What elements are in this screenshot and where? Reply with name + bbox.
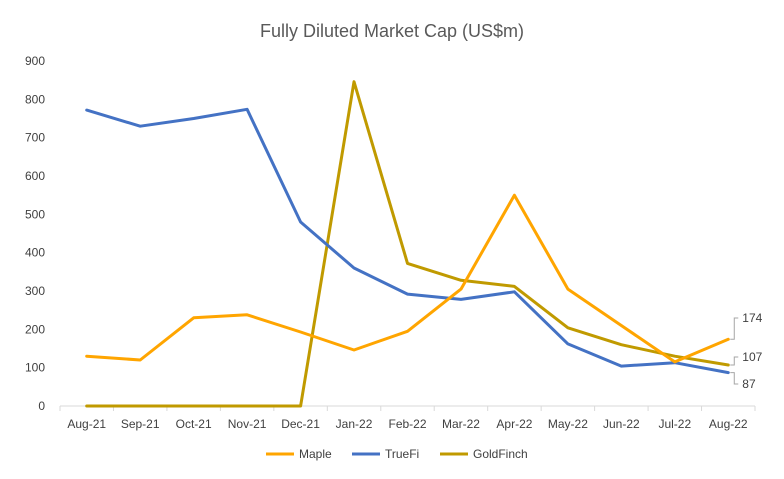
y-tick-label: 900 <box>25 54 45 68</box>
y-tick-label: 700 <box>25 131 45 145</box>
x-tick-label: Aug-21 <box>67 417 106 431</box>
data-label-maple: 174 <box>742 311 762 325</box>
x-tick-label: Oct-21 <box>176 417 212 431</box>
y-tick-label: 800 <box>25 92 45 106</box>
y-tick-label: 0 <box>38 399 45 413</box>
data-label-leader <box>730 356 739 366</box>
x-tick-label: Feb-22 <box>388 417 426 431</box>
x-tick-label: Aug-22 <box>709 417 748 431</box>
legend: Maple TrueFi GoldFinch <box>266 447 528 461</box>
y-tick-label: 600 <box>25 169 45 183</box>
chart-title: Fully Diluted Market Cap (US$m) <box>260 21 524 41</box>
data-label-leader <box>730 317 739 340</box>
y-tick-label: 300 <box>25 284 45 298</box>
x-tick-label: Sep-21 <box>121 417 160 431</box>
series-line-truefi <box>85 107 730 375</box>
legend-label-maple: Maple <box>299 447 332 461</box>
x-tick-label: Apr-22 <box>496 417 532 431</box>
x-tick-label: Jul-22 <box>658 417 691 431</box>
x-tick-label: Dec-21 <box>281 417 320 431</box>
x-tick-label: May-22 <box>548 417 588 431</box>
data-label-leader <box>730 372 739 385</box>
x-tick-label: Jun-22 <box>603 417 640 431</box>
x-tick-label: Jan-22 <box>336 417 373 431</box>
y-tick-label: 100 <box>25 361 45 375</box>
x-tick-label: Mar-22 <box>442 417 480 431</box>
legend-label-truefi: TrueFi <box>385 447 419 461</box>
legend-label-goldfinch: GoldFinch <box>473 447 528 461</box>
x-tick-label: Nov-21 <box>228 417 267 431</box>
data-label-truefi: 87 <box>742 377 756 391</box>
series-line-maple <box>85 193 730 364</box>
y-tick-label: 400 <box>25 246 45 260</box>
y-tick-label: 500 <box>25 207 45 221</box>
series-line-goldfinch <box>85 80 730 408</box>
y-tick-label: 200 <box>25 322 45 336</box>
data-label-goldfinch: 107 <box>742 350 762 364</box>
